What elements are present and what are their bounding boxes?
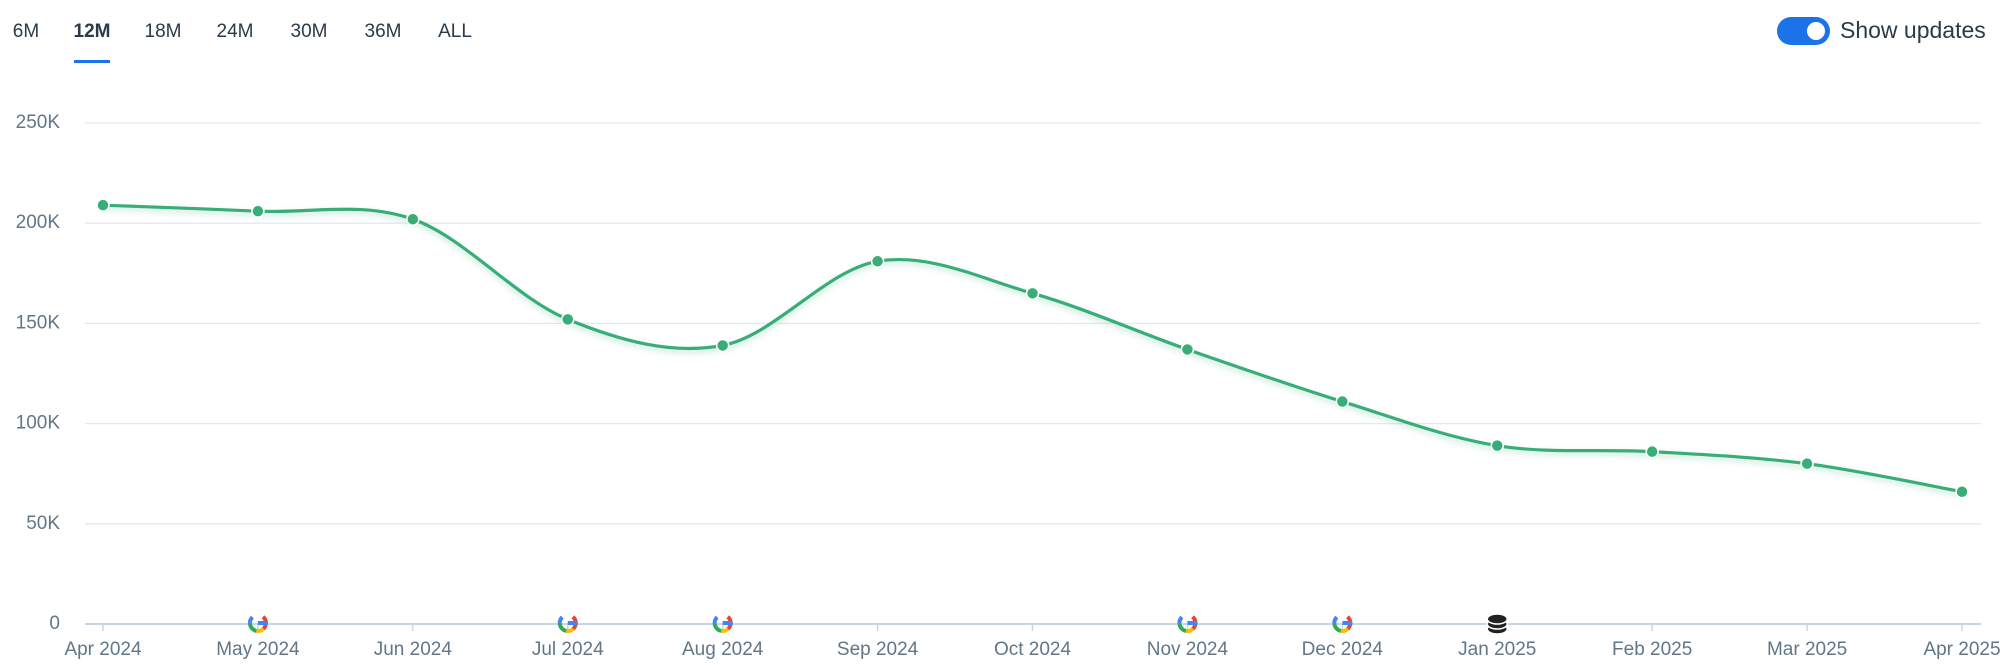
google-bar	[722, 621, 733, 625]
google-bar	[1342, 621, 1353, 625]
y-tick-label: 150K	[16, 312, 61, 333]
point	[715, 338, 730, 353]
point	[96, 198, 110, 212]
x-tick-label: Jun 2024	[374, 639, 453, 660]
update-marker[interactable]	[1176, 612, 1199, 635]
x-tick-label: Mar 2025	[1767, 639, 1847, 660]
google-bar	[257, 621, 268, 625]
point	[870, 254, 885, 269]
y-tick-label: 250K	[16, 112, 61, 133]
point	[1645, 444, 1659, 459]
point	[561, 312, 575, 327]
x-tick-label: Aug 2024	[682, 639, 764, 660]
update-marker[interactable]	[711, 612, 734, 635]
range-tab[interactable]: 36M	[365, 21, 402, 42]
point	[1800, 456, 1814, 471]
x-tick-label: Oct 2024	[994, 639, 1072, 660]
x-tick-label: Feb 2025	[1612, 639, 1692, 660]
update-marker[interactable]	[1331, 612, 1354, 635]
point	[1955, 484, 1969, 499]
range-tab[interactable]: 6M	[13, 21, 39, 42]
range-tab[interactable]: 18M	[145, 21, 182, 42]
y-tick-label: 100K	[16, 413, 61, 434]
toggle-label[interactable]: Show updates	[1840, 17, 1986, 43]
point	[1025, 286, 1040, 301]
x-tick-label: Nov 2024	[1147, 639, 1229, 660]
update-marker[interactable]	[556, 612, 579, 635]
line	[102, 203, 1963, 494]
point	[1335, 394, 1350, 409]
tab-underline	[74, 60, 110, 63]
x-tick-label: Apr 2025	[1923, 639, 2000, 660]
toggle-knob	[1807, 22, 1825, 40]
point	[1490, 438, 1504, 453]
update-marker[interactable]	[1486, 613, 1508, 635]
google-bar	[567, 621, 578, 625]
db-disk	[1486, 613, 1508, 625]
x-tick-label: Jan 2025	[1458, 639, 1536, 660]
y-tick-label: 50K	[26, 513, 60, 534]
range-tab[interactable]: 24M	[217, 21, 254, 42]
y-tick-label: 0	[49, 613, 60, 634]
y-tick-label: 200K	[16, 212, 61, 233]
range-tab[interactable]: 12M	[74, 21, 111, 42]
update-marker[interactable]	[247, 612, 270, 635]
range-tab[interactable]: ALL	[438, 21, 472, 42]
x-tick-label: May 2024	[216, 639, 300, 660]
x-tick-label: Dec 2024	[1302, 639, 1384, 660]
google-arc	[1332, 613, 1353, 633]
google-arc	[247, 613, 268, 633]
range-tab[interactable]: 30M	[291, 21, 328, 42]
point	[1180, 342, 1195, 357]
x-tick-label: Sep 2024	[837, 639, 919, 660]
google-arc	[1177, 613, 1198, 633]
google-bar	[1187, 621, 1198, 625]
x-tick-label: Jul 2024	[532, 639, 604, 660]
point	[251, 204, 265, 218]
x-tick-label: Apr 2024	[64, 639, 142, 660]
point	[406, 212, 420, 226]
